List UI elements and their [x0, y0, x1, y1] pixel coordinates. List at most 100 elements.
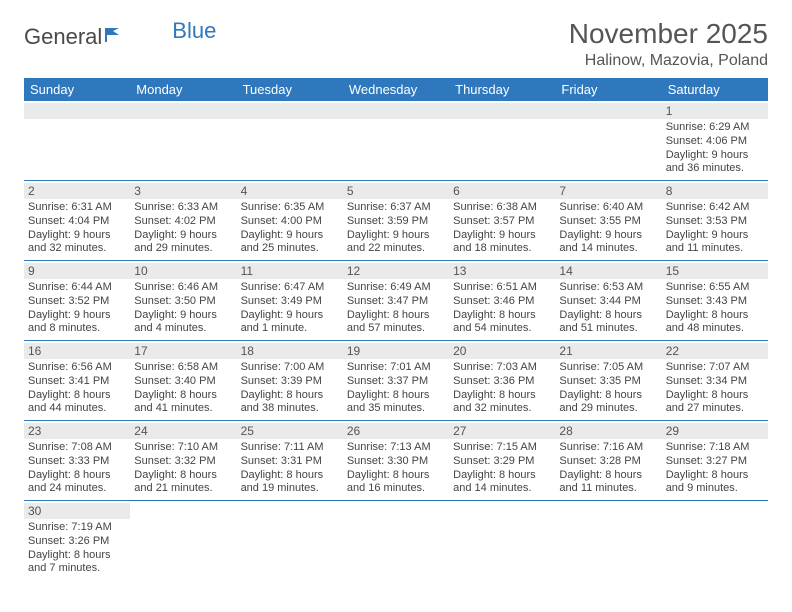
sunrise-text: Sunrise: 7:19 AM [28, 521, 126, 535]
calendar-cell [449, 101, 555, 181]
day-details: Sunrise: 7:01 AMSunset: 3:37 PMDaylight:… [347, 361, 445, 416]
sunset-text: Sunset: 3:46 PM [453, 295, 551, 309]
calendar-cell: 11 Sunrise: 6:47 AMSunset: 3:49 PMDayligh… [237, 261, 343, 341]
day-number: 17 [130, 343, 236, 359]
empty-day [449, 103, 555, 119]
sunrise-text: Sunrise: 6:33 AM [134, 201, 232, 215]
calendar-cell: 15Sunrise: 6:55 AMSunset: 3:43 PMDayligh… [662, 261, 768, 341]
calendar-row: 9Sunrise: 6:44 AMSunset: 3:52 PMDaylight… [24, 261, 768, 341]
sunrise-text: Sunrise: 7:01 AM [347, 361, 445, 375]
sunrise-text: Sunrise: 7:15 AM [453, 441, 551, 455]
day-details: Sunrise: 6:33 AMSunset: 4:02 PMDaylight:… [134, 201, 232, 256]
calendar-cell [130, 501, 236, 581]
empty-day [555, 103, 661, 119]
sunset-text: Sunset: 3:39 PM [241, 375, 339, 389]
sunset-text: Sunset: 3:44 PM [559, 295, 657, 309]
sunrise-text: Sunrise: 6:46 AM [134, 281, 232, 295]
day-number: 27 [449, 423, 555, 439]
calendar-row: 23Sunrise: 7:08 AMSunset: 3:33 PMDayligh… [24, 421, 768, 501]
sunset-text: Sunset: 3:29 PM [453, 455, 551, 469]
sunset-text: Sunset: 4:04 PM [28, 215, 126, 229]
day-number: 4 [237, 183, 343, 199]
calendar-cell: 1Sunrise: 6:29 AMSunset: 4:06 PMDaylight… [662, 101, 768, 181]
sunrise-text: Sunrise: 6:38 AM [453, 201, 551, 215]
sunset-text: Sunset: 3:47 PM [347, 295, 445, 309]
day-details: Sunrise: 7:07 AMSunset: 3:34 PMDaylight:… [666, 361, 764, 416]
calendar-cell [343, 101, 449, 181]
sunrise-text: Sunrise: 6:29 AM [666, 121, 764, 135]
calendar-cell: 6 Sunrise: 6:38 AMSunset: 3:57 PMDaylight… [449, 181, 555, 261]
month-title: November 2025 [569, 18, 768, 50]
daylight-text: Daylight: 8 hours and 14 minutes. [453, 469, 551, 497]
day-details: Sunrise: 7:00 AMSunset: 3:39 PMDaylight:… [241, 361, 339, 416]
day-details: Sunrise: 6:38 AMSunset: 3:57 PMDaylight:… [453, 201, 551, 256]
sunrise-text: Sunrise: 7:18 AM [666, 441, 764, 455]
day-details: Sunrise: 7:15 AMSunset: 3:29 PMDaylight:… [453, 441, 551, 496]
day-details: Sunrise: 6:40 AMSunset: 3:55 PMDaylight:… [559, 201, 657, 256]
day-number: 12 [343, 263, 449, 279]
day-number: 7 [555, 183, 661, 199]
day-number: 11 [237, 263, 343, 279]
calendar-table: Sunday Monday Tuesday Wednesday Thursday… [24, 78, 768, 580]
day-number: 3 [130, 183, 236, 199]
day-number: 16 [24, 343, 130, 359]
daylight-text: Daylight: 9 hours and 29 minutes. [134, 229, 232, 257]
day-number: 22 [662, 343, 768, 359]
weekday-header: Friday [555, 78, 661, 101]
calendar-cell [130, 101, 236, 181]
day-number: 10 [130, 263, 236, 279]
sunset-text: Sunset: 3:36 PM [453, 375, 551, 389]
sunset-text: Sunset: 3:30 PM [347, 455, 445, 469]
day-details: Sunrise: 6:49 AMSunset: 3:47 PMDaylight:… [347, 281, 445, 336]
day-number: 6 [449, 183, 555, 199]
day-number: 9 [24, 263, 130, 279]
sunset-text: Sunset: 3:27 PM [666, 455, 764, 469]
weekday-header: Thursday [449, 78, 555, 101]
sunrise-text: Sunrise: 7:16 AM [559, 441, 657, 455]
daylight-text: Daylight: 9 hours and 14 minutes. [559, 229, 657, 257]
sunset-text: Sunset: 3:35 PM [559, 375, 657, 389]
day-number: 14 [555, 263, 661, 279]
daylight-text: Daylight: 8 hours and 44 minutes. [28, 389, 126, 417]
sunset-text: Sunset: 3:28 PM [559, 455, 657, 469]
daylight-text: Daylight: 9 hours and 18 minutes. [453, 229, 551, 257]
calendar-cell: 26Sunrise: 7:13 AMSunset: 3:30 PMDayligh… [343, 421, 449, 501]
sunset-text: Sunset: 3:26 PM [28, 535, 126, 549]
day-number: 5 [343, 183, 449, 199]
sunset-text: Sunset: 3:59 PM [347, 215, 445, 229]
sunset-text: Sunset: 3:37 PM [347, 375, 445, 389]
calendar-cell: 21Sunrise: 7:05 AMSunset: 3:35 PMDayligh… [555, 341, 661, 421]
calendar-cell: 28Sunrise: 7:16 AMSunset: 3:28 PMDayligh… [555, 421, 661, 501]
calendar-cell: 7 Sunrise: 6:40 AMSunset: 3:55 PMDaylight… [555, 181, 661, 261]
sunset-text: Sunset: 3:33 PM [28, 455, 126, 469]
daylight-text: Daylight: 8 hours and 21 minutes. [134, 469, 232, 497]
calendar-cell: 18Sunrise: 7:00 AMSunset: 3:39 PMDayligh… [237, 341, 343, 421]
flag-icon [104, 24, 126, 50]
calendar-cell [662, 501, 768, 581]
day-number: 2 [24, 183, 130, 199]
sunrise-text: Sunrise: 6:51 AM [453, 281, 551, 295]
day-details: Sunrise: 6:47 AMSunset: 3:49 PMDaylight:… [241, 281, 339, 336]
daylight-text: Daylight: 9 hours and 4 minutes. [134, 309, 232, 337]
day-details: Sunrise: 6:46 AMSunset: 3:50 PMDaylight:… [134, 281, 232, 336]
weekday-header: Saturday [662, 78, 768, 101]
empty-day [24, 103, 130, 119]
sunrise-text: Sunrise: 6:58 AM [134, 361, 232, 375]
daylight-text: Daylight: 8 hours and 29 minutes. [559, 389, 657, 417]
calendar-cell: 30Sunrise: 7:19 AMSunset: 3:26 PMDayligh… [24, 501, 130, 581]
daylight-text: Daylight: 8 hours and 9 minutes. [666, 469, 764, 497]
sunset-text: Sunset: 4:00 PM [241, 215, 339, 229]
calendar-cell: 24Sunrise: 7:10 AMSunset: 3:32 PMDayligh… [130, 421, 236, 501]
sunrise-text: Sunrise: 6:40 AM [559, 201, 657, 215]
daylight-text: Daylight: 9 hours and 22 minutes. [347, 229, 445, 257]
sunset-text: Sunset: 3:55 PM [559, 215, 657, 229]
daylight-text: Daylight: 8 hours and 24 minutes. [28, 469, 126, 497]
daylight-text: Daylight: 9 hours and 25 minutes. [241, 229, 339, 257]
daylight-text: Daylight: 9 hours and 8 minutes. [28, 309, 126, 337]
calendar-cell: 9Sunrise: 6:44 AMSunset: 3:52 PMDaylight… [24, 261, 130, 341]
header: General Blue November 2025 Halinow, Mazo… [24, 18, 768, 70]
calendar-cell: 22 Sunrise: 7:07 AMSunset: 3:34 PMDayligh… [662, 341, 768, 421]
calendar-cell: 8Sunrise: 6:42 AMSunset: 3:53 PMDaylight… [662, 181, 768, 261]
day-number: 30 [24, 503, 130, 519]
day-details: Sunrise: 6:56 AMSunset: 3:41 PMDaylight:… [28, 361, 126, 416]
